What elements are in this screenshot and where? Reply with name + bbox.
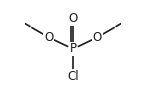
Text: O: O — [68, 12, 78, 25]
Text: Cl: Cl — [67, 70, 79, 83]
Text: P: P — [69, 43, 77, 55]
Text: O: O — [44, 31, 53, 44]
Text: O: O — [93, 31, 102, 44]
